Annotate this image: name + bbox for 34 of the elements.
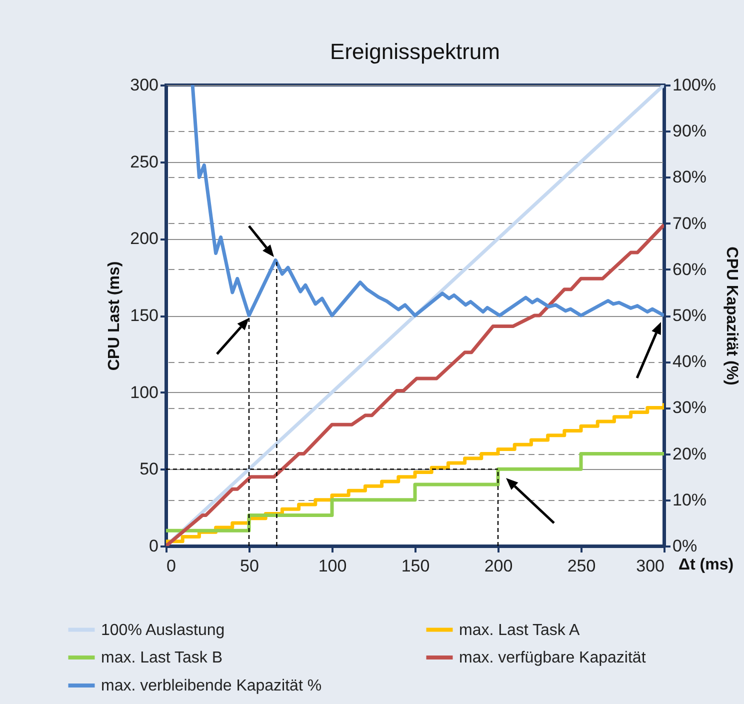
legend-label: 100% Auslastung [101,622,225,639]
x-axis-title: Δt (ms) [678,556,734,574]
legend-label: max. Last Task B [101,650,223,666]
chart-title: Ereignisspektrum [330,39,500,64]
y2-tick-label: 90% [672,122,707,141]
legend-label: max. Last Task A [459,622,580,639]
y2-tick-label: 60% [672,260,707,279]
y2-tick-label: 30% [672,398,707,418]
y-tick-label: 100 [130,382,158,402]
y2-tick-label: 50% [672,306,707,325]
legend-label: max. verfügbare Kapazität [459,650,646,666]
y2-tick-label: 80% [672,168,707,187]
y2-tick-label: 40% [672,352,707,372]
y2-tick-label: 70% [672,214,707,233]
x-tick-label: 300 [636,556,664,576]
y-tick-label: 150 [130,306,158,325]
y2-tick-label: 0% [672,536,698,556]
x-tick-label: 200 [484,556,513,576]
y2-tick-label: 20% [672,444,707,464]
x-tick-label: 150 [401,556,430,576]
y2-tick-label: 10% [672,490,707,510]
y-tick-label: 50 [140,460,158,479]
x-tick-label: 50 [240,556,259,576]
y2-tick-label: 100% [672,76,716,94]
x-tick-label: 250 [567,556,596,576]
y-tick-label: 200 [130,229,158,248]
y-axis-title: CPU Last (ms) [106,261,124,371]
x-tick-label: 100 [318,556,347,576]
y2-axis-title: CPU Kapazität (%) [722,246,740,386]
x-tick-label: 0 [166,556,176,576]
y-tick-label: 300 [130,76,158,94]
y-tick-label: 0 [149,536,158,556]
legend-label: max. verbleibende Kapazität % [101,678,322,694]
y-tick-label: 250 [130,152,158,172]
